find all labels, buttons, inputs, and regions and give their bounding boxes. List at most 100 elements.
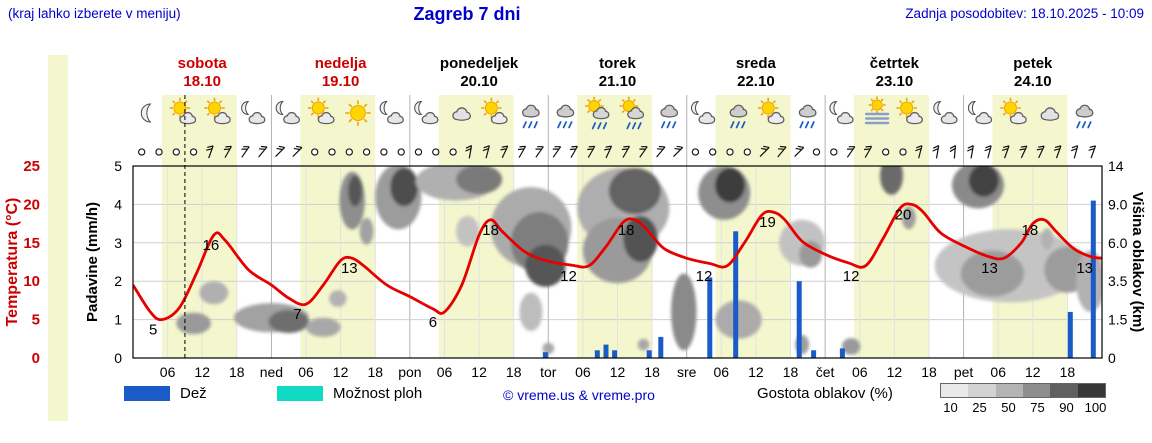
cloud-density-label: Gostota oblakov (%) [757,385,893,402]
wind-calm-icon [172,148,180,156]
cloud-rain-icon [1075,104,1094,129]
legend: Dež Možnost ploh © vreme.us & vreme.pro … [0,383,1152,429]
cloud-blob [671,273,697,351]
rain-bar [594,350,600,358]
x-tick-label: 06 [714,364,730,380]
wind-calm-icon [830,148,838,156]
x-tick-label: 18 [1060,364,1076,380]
day-date: 24.10 [1014,73,1052,90]
temp-value-label: 13 [981,260,998,277]
density-tick-label: 90 [1059,400,1074,415]
wind-calm-icon [155,148,163,156]
wind-barb-icon [1001,145,1010,159]
cloud-rain-icon [660,104,679,129]
rain-bar [603,344,609,358]
cloud-blob [960,250,1025,297]
wind-barb-icon [223,145,232,158]
wind-barb-icon [500,145,509,159]
precip-ticks-label: 5 [114,158,122,174]
temperature-ticks-label: 25 [23,158,40,175]
wind-calm-icon [691,148,700,156]
x-tick-label: 12 [748,364,764,380]
temp-value-label: 6 [429,314,437,331]
last-update-text: Zadnja posodobitev: 18.10.2025 - 10:09 [905,6,1144,21]
rain-bar [1067,311,1073,358]
x-tick-label: tor [540,364,557,380]
day-name: sreda [736,55,777,72]
rain-bar [658,336,664,358]
wind-calm-icon [882,148,890,156]
wind-barb-icon [673,145,684,158]
x-tick-label: 12 [333,364,349,380]
temperature-ticks-label: 0 [32,350,40,367]
temp-value-label: 16 [203,237,220,254]
moon-cloud-icon [241,100,266,125]
wind-barb-icon [604,145,613,159]
wind-calm-icon [397,148,405,156]
day-name: četrtek [870,55,920,72]
cloud-blob [456,215,479,247]
sun-cloud-icon [896,97,923,125]
wind-calm-icon [414,148,423,156]
density-tick-label: 75 [1030,400,1045,415]
sun-cloud-rain-icon [619,96,645,130]
cloud-icon [1040,107,1060,121]
rain-bar [1090,200,1096,358]
x-tick-label: 06 [437,364,453,380]
wind-barb-icon [777,145,787,158]
density-segment [1077,384,1105,397]
day-date: 20.10 [460,73,498,90]
wind-calm-icon [709,148,717,156]
cloud-height-ticks-label: 6.0 [1108,235,1128,251]
cloud-blob [880,166,903,195]
day-date: 18.10 [183,73,221,90]
temp-value-label: 18 [618,222,635,239]
cloud-density-scale [940,383,1106,398]
x-tick-label: 18 [783,364,799,380]
wind-barb-icon [587,145,596,158]
x-tick-label: 18 [368,364,384,380]
temp-value-label: 12 [843,268,860,285]
temp-value-label: 19 [759,214,776,231]
temperature-ticks-label: 20 [23,196,40,213]
rain-bar [811,350,817,358]
wind-barb-icon [984,145,992,159]
day-date: 21.10 [599,73,637,90]
day-date: 22.10 [737,73,775,90]
x-tick-label: 12 [471,364,487,380]
x-tick-label: 06 [852,364,868,380]
cloud-height-ticks-label: 9.0 [1108,196,1128,212]
day-date: 19.10 [322,73,360,90]
cloud-height-ticks-label: 1.5 [1108,312,1128,328]
x-tick-label: 12 [887,364,903,380]
menu-hint: (kraj lahko izberete v meniju) [8,6,181,21]
wind-barb-icon [275,145,286,158]
density-segment [1050,384,1078,397]
fog-icon [864,96,890,125]
precip-ticks-label: 2 [114,273,122,289]
day-name: petek [1013,55,1053,72]
temp-value-label: 20 [895,206,912,223]
cloud-rain-icon [556,104,575,129]
density-tick-label: 50 [1001,400,1016,415]
wind-calm-icon [189,148,198,156]
sun-cloud-icon [204,97,231,125]
day-name: nedelja [315,55,367,72]
sun-cloud-icon [1000,97,1027,125]
wind-barb-icon [656,145,666,158]
wind-barb-icon [258,145,268,158]
day-name: torek [599,55,636,72]
rain-bar [542,352,548,358]
wind-barb-icon [206,145,214,159]
copyright-link[interactable]: © vreme.us & vreme.pro [503,387,655,403]
moon-cloud-icon [829,100,854,125]
sun-cloud-icon [169,97,197,125]
density-tick-label: 100 [1084,400,1107,415]
x-tick-label: 06 [575,364,591,380]
wind-calm-icon [726,148,734,156]
wind-barb-icon [639,146,648,158]
plot-border [132,165,1103,359]
cloud-blob [623,216,658,262]
temperature-ticks-label: 5 [32,312,40,329]
